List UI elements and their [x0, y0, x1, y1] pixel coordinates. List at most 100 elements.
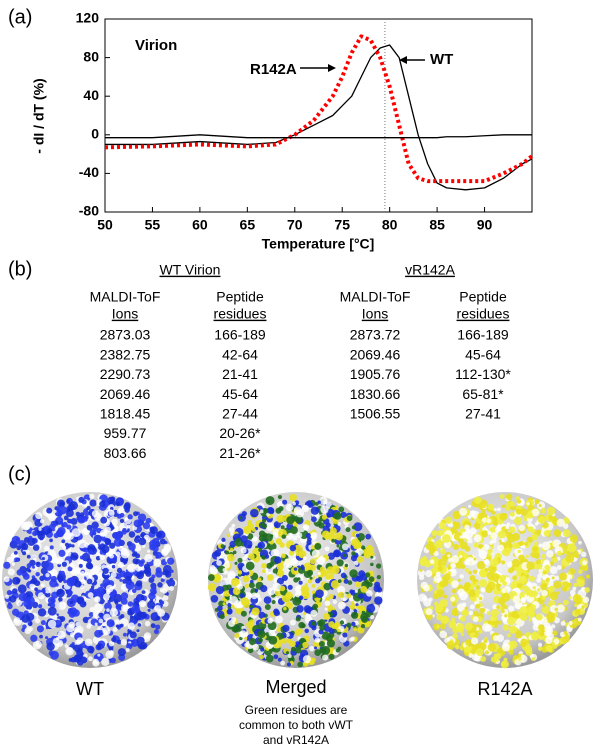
- residue: [366, 603, 376, 613]
- residue: [138, 537, 147, 546]
- residue: [163, 543, 172, 551]
- residue: [356, 576, 363, 583]
- residue: [236, 583, 243, 590]
- residue: [46, 507, 53, 514]
- residue: [249, 604, 253, 609]
- residue: [26, 554, 31, 559]
- residue: [464, 524, 470, 530]
- residue: [86, 557, 92, 564]
- residue: [482, 623, 491, 632]
- residue: [464, 606, 468, 611]
- residue: [551, 556, 559, 564]
- residue: [122, 578, 128, 584]
- residue: [155, 624, 161, 630]
- residue: [88, 549, 94, 555]
- residue: [536, 577, 542, 583]
- residue: [167, 557, 175, 565]
- residue: [556, 550, 562, 556]
- residue: [433, 574, 442, 583]
- residue: [536, 588, 541, 592]
- residue: [434, 540, 442, 549]
- residue: [530, 528, 536, 534]
- table-cell: 1506.55: [350, 406, 401, 422]
- residue: [22, 573, 30, 580]
- residue: [376, 563, 382, 569]
- residue: [69, 501, 78, 511]
- residue: [496, 634, 505, 642]
- residue: [240, 610, 247, 617]
- residue: [497, 530, 506, 539]
- residue: [117, 648, 126, 657]
- residue: [3, 561, 11, 569]
- x-axis-label: Temperature [°C]: [262, 236, 375, 252]
- residue: [96, 643, 104, 650]
- residue: [129, 615, 133, 619]
- residue: [263, 596, 272, 604]
- residue: [335, 648, 340, 653]
- residue: [531, 508, 540, 517]
- residue: [12, 588, 18, 594]
- residue: [133, 519, 142, 528]
- residue: [526, 581, 530, 585]
- residue: [264, 533, 273, 542]
- residue: [249, 508, 259, 518]
- residue: [54, 558, 60, 564]
- residue: [76, 649, 84, 657]
- residue: [256, 577, 262, 583]
- image-note: and vR142A: [263, 733, 329, 747]
- residue: [566, 626, 573, 633]
- residue: [49, 545, 54, 550]
- residue: [271, 599, 276, 605]
- residue: [153, 558, 162, 567]
- residue: [45, 626, 49, 630]
- residue: [284, 558, 291, 565]
- residue: [333, 550, 340, 558]
- residue: [453, 532, 463, 541]
- residue: [481, 509, 486, 514]
- residue: [227, 608, 233, 615]
- residue: [349, 637, 354, 642]
- residue: [78, 515, 85, 522]
- residue: [113, 538, 123, 547]
- residue: [451, 588, 457, 594]
- residue: [518, 524, 525, 532]
- residue: [506, 633, 511, 638]
- residue: [311, 621, 317, 626]
- residue: [542, 522, 549, 529]
- residue: [281, 553, 286, 559]
- residue: [292, 535, 298, 541]
- residue: [63, 515, 69, 521]
- residue: [505, 531, 513, 539]
- residue: [520, 597, 526, 604]
- residue: [525, 554, 529, 559]
- residue: [345, 527, 351, 533]
- residue: [129, 631, 137, 639]
- residue: [136, 629, 140, 633]
- residue: [142, 522, 151, 530]
- residue: [131, 588, 137, 594]
- residue: [144, 553, 153, 563]
- residue: [336, 559, 344, 567]
- residue: [448, 620, 457, 629]
- residue: [122, 632, 127, 637]
- residue: [128, 543, 136, 551]
- residue: [530, 552, 536, 558]
- residue: [429, 559, 435, 565]
- table-cell: 21-41: [222, 366, 258, 382]
- residue: [563, 631, 568, 635]
- x-tick-label: 50: [97, 217, 113, 233]
- column-header: MALDI-ToF: [340, 289, 411, 305]
- residue: [294, 591, 302, 598]
- residue: [54, 526, 59, 531]
- residue: [111, 564, 116, 569]
- residue: [546, 550, 554, 558]
- residue: [581, 551, 587, 558]
- residue: [126, 643, 133, 650]
- residue: [251, 528, 256, 532]
- residue: [562, 599, 569, 606]
- residue: [240, 535, 248, 543]
- residue: [485, 559, 489, 563]
- residue: [133, 551, 138, 556]
- residue: [538, 504, 542, 508]
- residue: [566, 551, 571, 556]
